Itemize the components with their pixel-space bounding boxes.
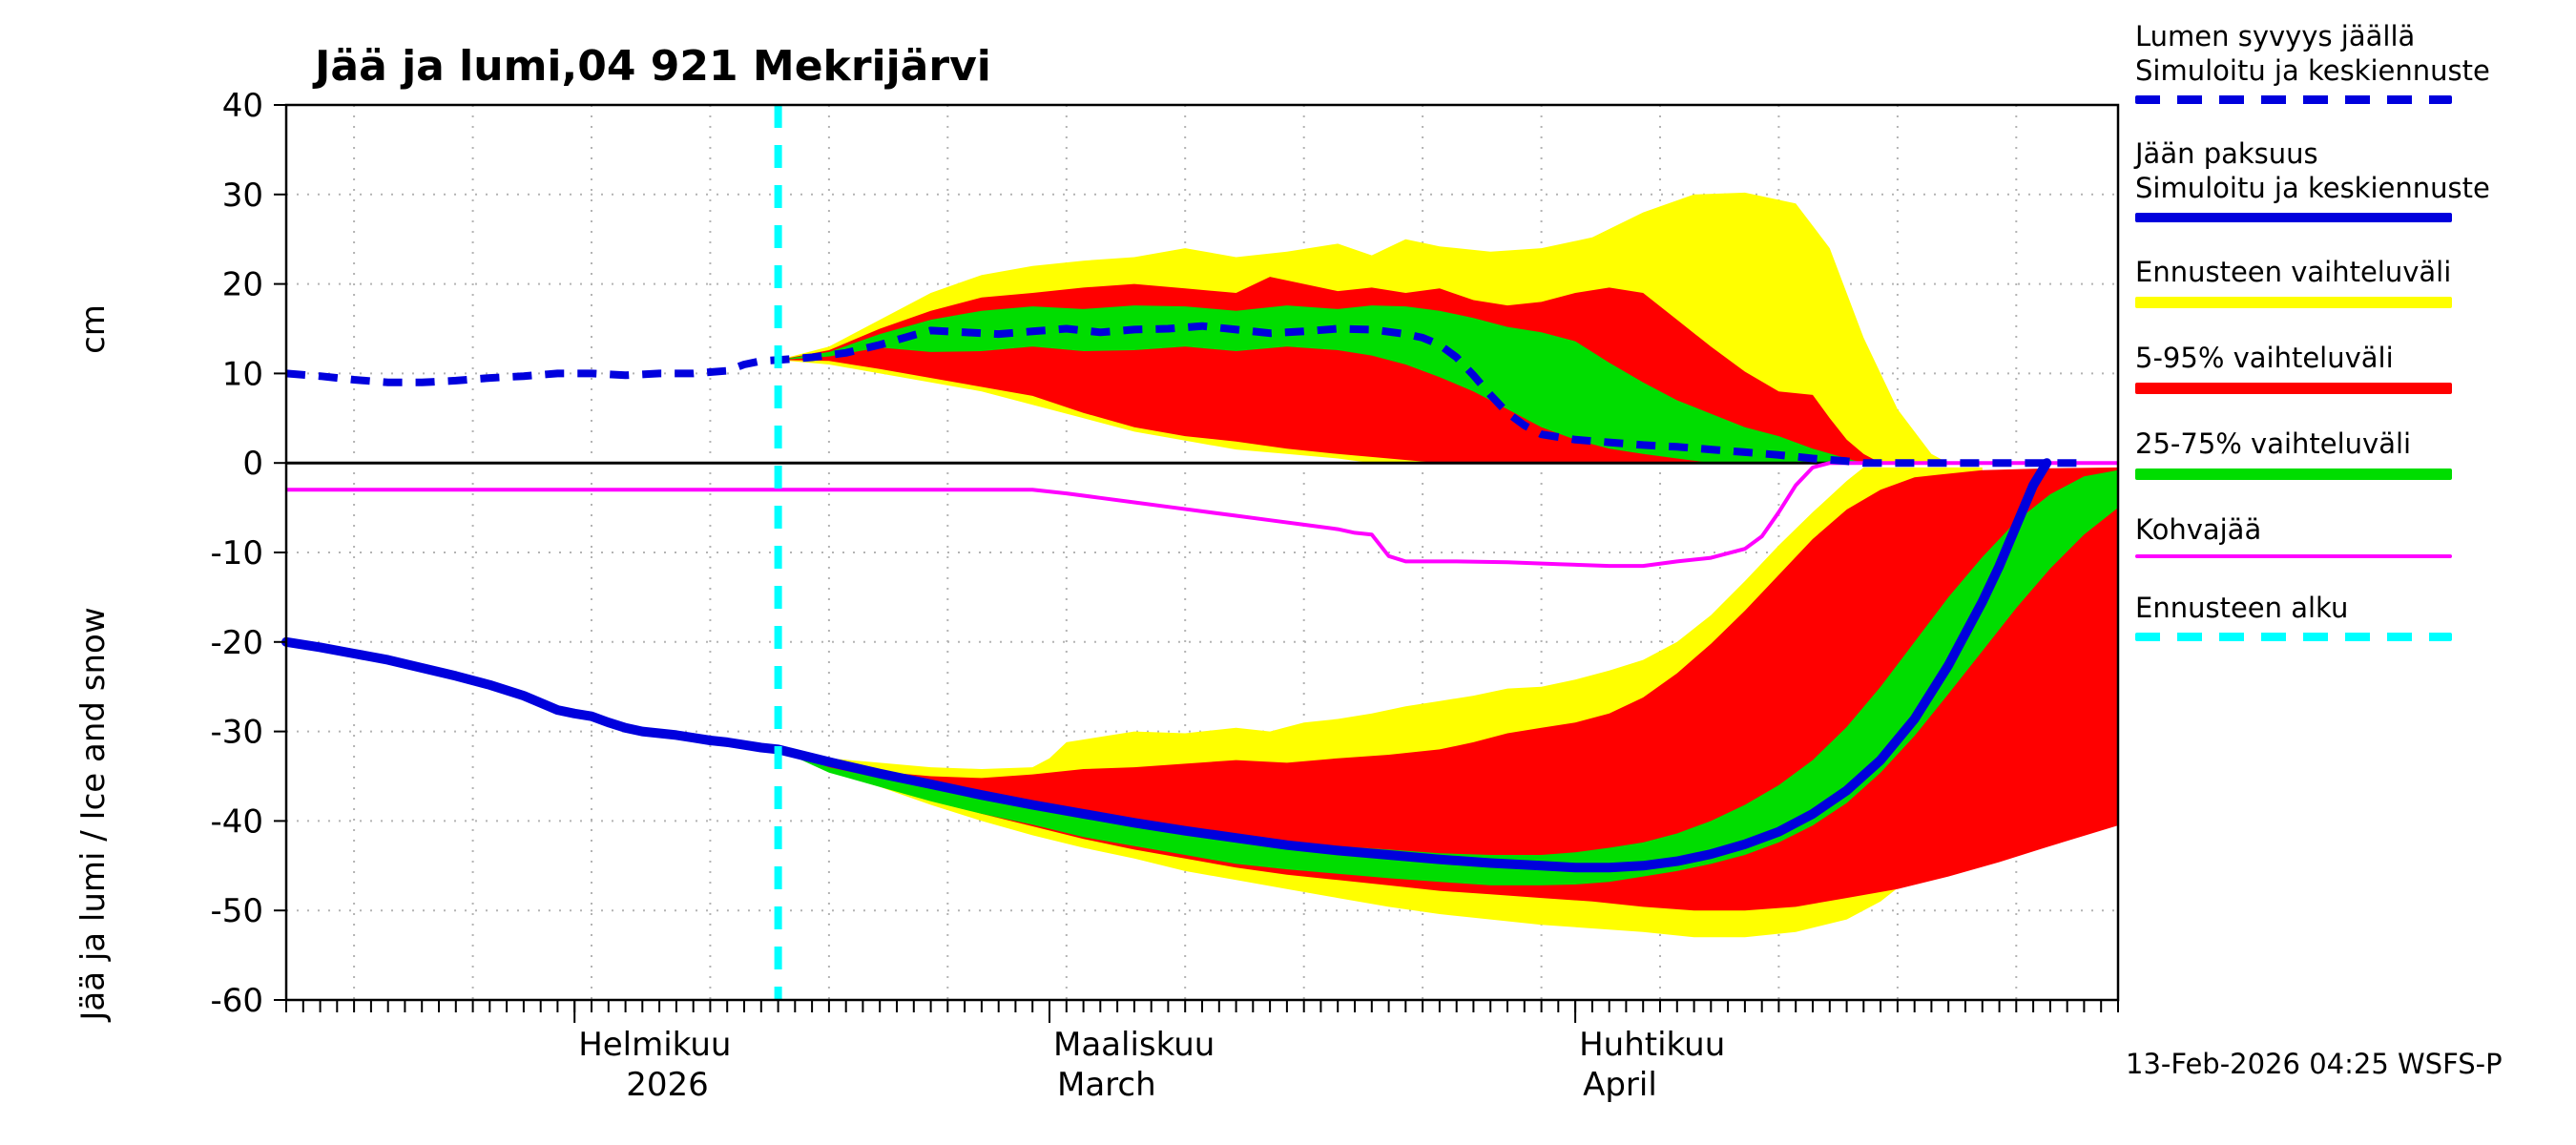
timestamp: 13-Feb-2026 04:25 WSFS-P <box>2126 1048 2503 1080</box>
chart-title: Jää ja lumi,04 921 Mekrijärvi <box>315 42 991 91</box>
chart-legend: Lumen syvyys jäällä Simuloitu ja keskienn… <box>2135 19 2490 674</box>
band-snow-p25_75 <box>778 305 1881 464</box>
legend-label: Simuloitu ja keskiennuste <box>2135 54 2490 87</box>
y-axis-label: Jää ja lumi / Ice and snow <box>74 607 113 1021</box>
legend-item-3: Ennusteen vaihteluväli <box>2135 255 2452 308</box>
y-tick-label: -30 <box>210 714 263 752</box>
y-tick-label: 30 <box>222 177 263 215</box>
y-tick-label: -20 <box>210 624 263 662</box>
month-sublabel: March <box>1057 1066 1156 1104</box>
month-sublabel: April <box>1583 1066 1657 1104</box>
month-label: Maaliskuu <box>1053 1026 1215 1064</box>
legend-label: Ennusteen alku <box>2135 592 2349 624</box>
legend-label: Lumen syvyys jäällä <box>2135 20 2416 52</box>
x-ticks <box>285 1000 2119 1023</box>
ice-thickness-line <box>281 458 2052 873</box>
y-tick-label: 20 <box>222 266 263 304</box>
forecast-bands <box>778 192 2118 938</box>
legend-label: Jään paksuus <box>2135 137 2318 170</box>
month-sublabel: 2026 <box>626 1066 709 1104</box>
legend-line-sample-solid <box>2135 213 2452 222</box>
month-label: Huhtikuu <box>1579 1026 1725 1064</box>
legend-label: Kohvajää <box>2135 513 2262 546</box>
y-tick-label: 10 <box>222 355 263 393</box>
legend-item-7: Ennusteen alku <box>2135 591 2452 641</box>
legend-line-sample-solid <box>2135 383 2452 394</box>
legend-label: Simuloitu ja keskiennuste <box>2135 172 2490 204</box>
y-tick-label: -50 <box>210 892 263 930</box>
legend-line-sample-dashed <box>2135 95 2452 104</box>
y-tick-label: 40 <box>222 87 263 125</box>
legend-label: 25-75% vaihteluväli <box>2135 427 2412 460</box>
legend-item-1: Lumen syvyys jäällä Simuloitu ja keskienn… <box>2135 19 2490 104</box>
legend-item-2: Jään paksuus Simuloitu ja keskiennuste <box>2135 136 2490 222</box>
legend-line-sample-solid <box>2135 554 2452 558</box>
legend-item-6: Kohvajää <box>2135 512 2452 558</box>
legend-item-5: 25-75% vaihteluväli <box>2135 427 2452 480</box>
y-tick-label: -60 <box>210 982 263 1020</box>
y-axis-unit: cm <box>74 304 113 354</box>
legend-line-sample-solid <box>2135 468 2452 480</box>
y-tick-label: 0 <box>242 445 263 483</box>
legend-line-sample-dashed <box>2135 633 2452 641</box>
y-tick-label: -40 <box>210 802 263 841</box>
y-tick-label: -10 <box>210 534 263 572</box>
legend-label: 5-95% vaihteluväli <box>2135 342 2394 374</box>
legend-line-sample-solid <box>2135 297 2452 308</box>
month-label: Helmikuu <box>578 1026 731 1064</box>
y-axis: 40 30 20 10 0 -10 -20 -30 -40 -50 -60 <box>210 87 286 1020</box>
legend-item-4: 5-95% vaihteluväli <box>2135 341 2452 394</box>
kohvajaa-line <box>286 461 2118 569</box>
legend-label: Ennusteen vaihteluväli <box>2135 256 2452 288</box>
